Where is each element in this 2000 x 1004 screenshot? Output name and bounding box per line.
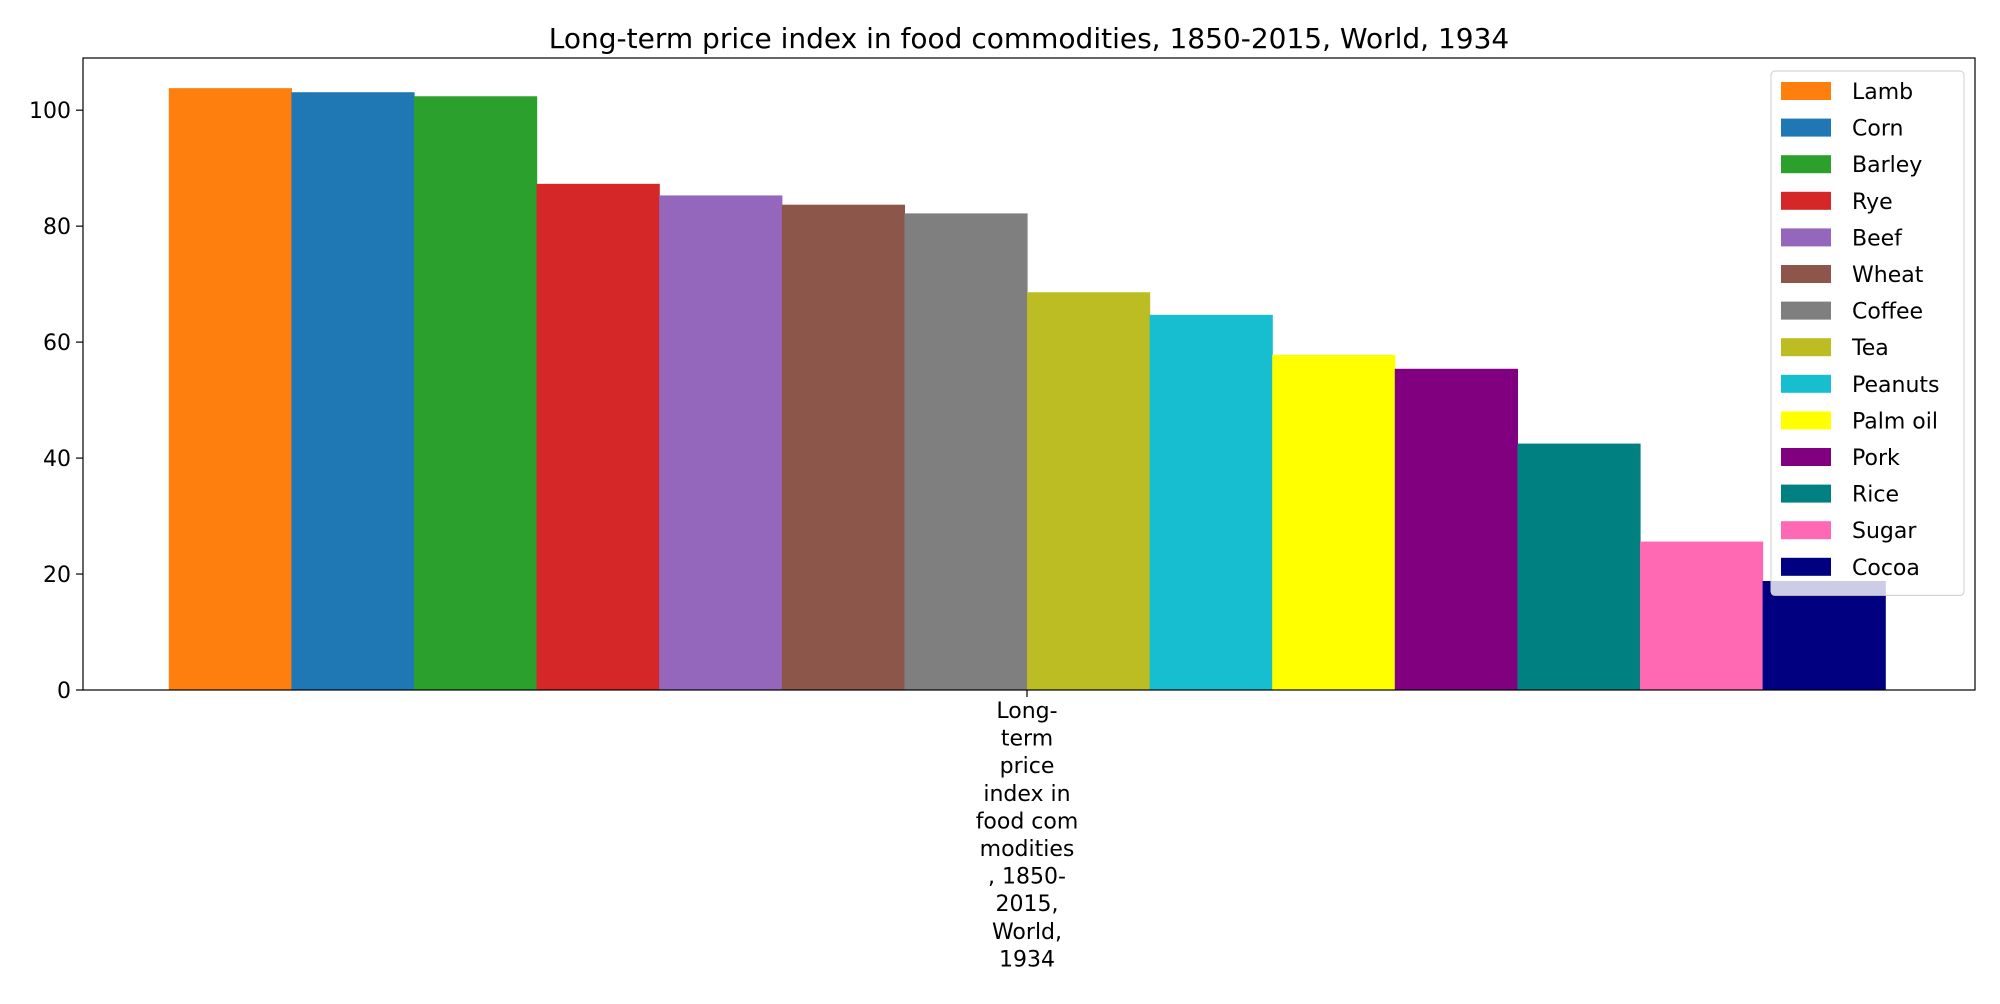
y-tick-label: 40	[43, 447, 71, 472]
x-tick-label-line: 1934	[999, 947, 1055, 972]
legend-label: Cocoa	[1852, 556, 1920, 581]
legend-item-pork: Pork	[1781, 446, 1900, 471]
bars-layer	[168, 88, 1886, 691]
y-tick-label: 20	[43, 563, 71, 588]
legend-item-cocoa: Cocoa	[1781, 556, 1920, 581]
x-tick-label-line: food com	[976, 809, 1079, 834]
legend-item-tea: Tea	[1781, 336, 1889, 361]
bar-lamb	[168, 88, 292, 690]
legend-swatch	[1781, 155, 1831, 174]
chart-title: Long-term price index in food commoditie…	[549, 22, 1509, 55]
legend-swatch	[1781, 191, 1831, 210]
legend-item-beef: Beef	[1781, 226, 1903, 251]
bar-peanuts	[1149, 314, 1273, 690]
y-tick-label: 100	[29, 99, 71, 124]
bar-barley	[414, 96, 538, 690]
y-axis: 0 20 40 60 80 100	[29, 99, 83, 704]
legend-label: Sugar	[1852, 519, 1917, 544]
y-tick-label: 0	[57, 679, 71, 704]
bar-rye	[536, 183, 660, 690]
bar-corn	[291, 92, 415, 690]
plot-frame	[82, 57, 1976, 691]
legend-label: Corn	[1852, 117, 1903, 142]
legend-label: Palm oil	[1852, 409, 1938, 434]
legend-item-sugar: Sugar	[1781, 519, 1917, 544]
x-tick-label-line: , 1850-	[988, 865, 1066, 890]
legend-swatch	[1781, 118, 1831, 137]
legend-label: Barley	[1852, 153, 1922, 178]
legend-item-wheat: Wheat	[1781, 263, 1924, 288]
bar-cocoa	[1762, 580, 1886, 690]
legend-item-coffee: Coffee	[1781, 300, 1923, 325]
x-tick-label-line: World,	[992, 920, 1062, 945]
legend-label: Tea	[1851, 336, 1889, 361]
legend-swatch	[1781, 265, 1831, 283]
legend-swatch	[1781, 557, 1831, 576]
legend-label: Pork	[1852, 446, 1900, 471]
legend-label: Beef	[1852, 226, 1903, 251]
legend-item-peanuts: Peanuts	[1781, 373, 1939, 398]
legend-swatch	[1781, 411, 1831, 430]
x-tick-label-line: index in	[983, 782, 1070, 807]
bar-tea	[1027, 292, 1151, 690]
x-tick-label-line: Long-	[996, 699, 1057, 724]
bar-beef	[659, 195, 783, 691]
legend-label: Peanuts	[1852, 373, 1939, 398]
bar-rice	[1517, 443, 1641, 690]
legend-label: Lamb	[1852, 80, 1913, 105]
legend-swatch	[1781, 374, 1831, 393]
legend-item-rye: Rye	[1781, 190, 1893, 215]
legend-label: Rye	[1852, 190, 1893, 215]
legend: Lamb Corn Barley Rye Beef Wheat Coffee Tea Peanu…	[1770, 70, 1965, 596]
x-axis: Long-term price index in food com modities , …	[976, 690, 1079, 972]
legend-swatch	[1781, 82, 1831, 100]
legend-swatch	[1781, 228, 1831, 247]
legend-swatch	[1781, 301, 1831, 320]
legend-label: Rice	[1852, 483, 1899, 508]
legend-label: Coffee	[1852, 300, 1923, 325]
x-tick-label: Long-term price index in food com modities , …	[976, 699, 1079, 972]
legend-swatch	[1781, 484, 1831, 503]
bar-pork	[1394, 368, 1518, 690]
legend-item-palm-oil: Palm oil	[1781, 409, 1938, 434]
x-tick-label-line: price	[1000, 754, 1055, 779]
legend-swatch	[1781, 521, 1831, 540]
bar-sugar	[1640, 541, 1764, 690]
bar-palm-oil	[1272, 354, 1396, 690]
x-tick-label-line: 2015,	[996, 892, 1059, 917]
bar-wheat	[781, 204, 905, 690]
legend-item-barley: Barley	[1781, 153, 1922, 178]
x-tick-label-line: modities	[980, 837, 1075, 862]
legend-item-lamb: Lamb	[1781, 80, 1913, 105]
legend-box	[1770, 70, 1965, 596]
bar-coffee	[904, 213, 1028, 690]
legend-item-rice: Rice	[1781, 483, 1899, 508]
legend-swatch	[1781, 338, 1831, 357]
y-tick-label: 80	[43, 215, 71, 240]
y-tick-label: 60	[43, 331, 71, 356]
legend-swatch	[1781, 448, 1831, 466]
legend-label: Wheat	[1852, 263, 1924, 288]
legend-item-corn: Corn	[1781, 117, 1903, 142]
x-tick-label-line: term	[1001, 727, 1053, 752]
